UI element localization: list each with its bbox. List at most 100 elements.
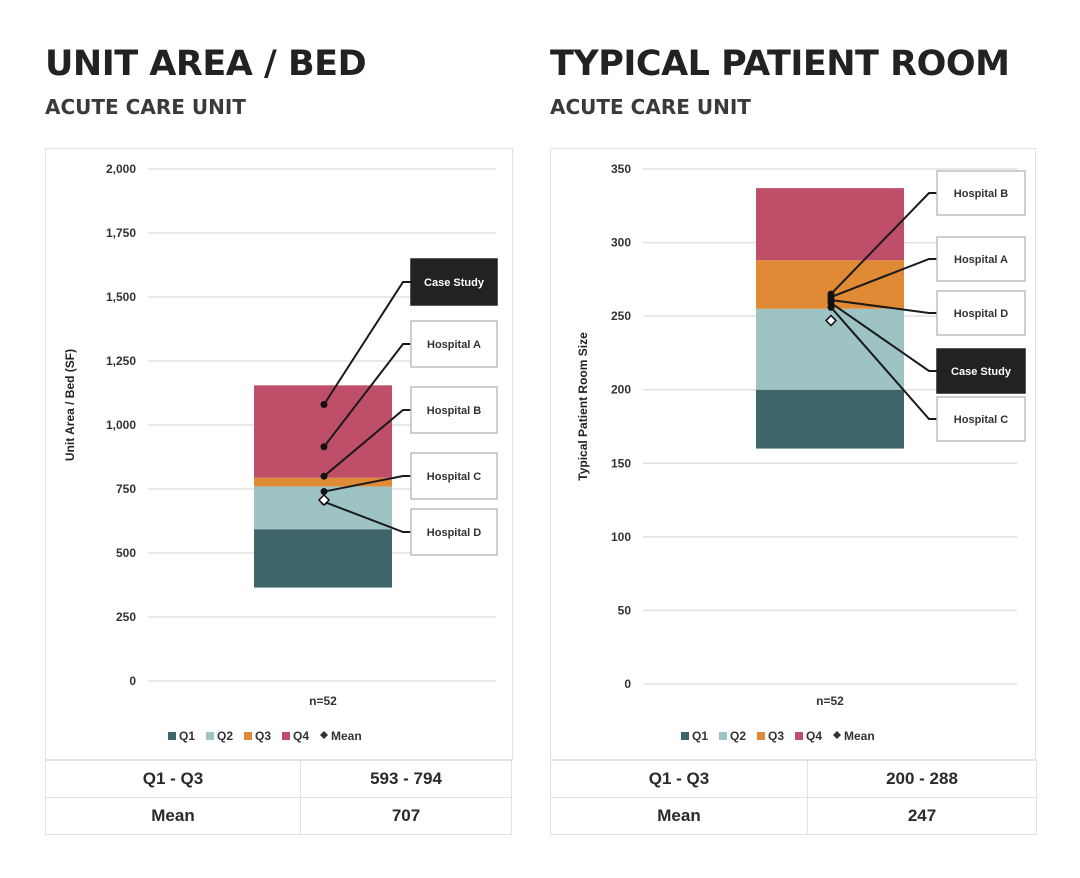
legend-swatch-q4 bbox=[282, 732, 290, 740]
callout-point-hospital-b bbox=[320, 472, 328, 480]
callout-label: Hospital C bbox=[427, 471, 481, 483]
legend-label: Q2 bbox=[217, 729, 233, 743]
callout-label: Case Study bbox=[424, 277, 485, 289]
stats-row-mean: Mean 707 bbox=[45, 797, 512, 835]
chart-subtitle: ACUTE CARE UNIT bbox=[550, 95, 751, 119]
patient-room-chart: 0 50 100 150 200 250 300 350 Typical Patient Roo… bbox=[576, 162, 1026, 743]
q1-segment bbox=[254, 529, 392, 588]
tick-label: 100 bbox=[611, 530, 631, 544]
sample-size-label: n=52 bbox=[816, 694, 844, 708]
callout-box-hospital-b bbox=[936, 170, 1026, 216]
tick-label: 2,000 bbox=[106, 162, 136, 176]
stats-row-q1-q3: Q1 - Q3 200 - 288 bbox=[550, 760, 1037, 798]
stats-label: Mean bbox=[45, 797, 301, 835]
callout-leader bbox=[323, 500, 411, 533]
stats-label: Q1 - Q3 bbox=[45, 760, 301, 798]
y-axis-label: Typical Patient Room Size bbox=[576, 332, 590, 481]
legend-label: Mean bbox=[844, 729, 875, 743]
tick-label: 150 bbox=[611, 456, 631, 470]
legend-label: Q1 bbox=[179, 729, 195, 743]
legend-label: Q1 bbox=[692, 729, 708, 743]
legend-swatch-q3 bbox=[757, 732, 765, 740]
callout-leader bbox=[323, 475, 411, 493]
sample-size-label: n=52 bbox=[309, 694, 337, 708]
tick-label: 1,750 bbox=[106, 226, 136, 240]
tick-label: 250 bbox=[611, 309, 631, 323]
tick-label: 0 bbox=[624, 677, 631, 691]
legend-swatch-q1 bbox=[681, 732, 689, 740]
callout-box-case-study bbox=[410, 258, 498, 306]
tick-label: 1,000 bbox=[106, 418, 136, 432]
legend-swatch-mean bbox=[320, 731, 328, 739]
callout-label: Hospital C bbox=[954, 414, 1008, 426]
stats-row-mean: Mean 247 bbox=[550, 797, 1037, 835]
tick-label: 500 bbox=[116, 546, 136, 560]
q1-segment bbox=[756, 389, 904, 449]
callout-box-hospital-c bbox=[936, 396, 1026, 442]
callout-leader bbox=[830, 302, 937, 372]
q3-segment bbox=[254, 477, 392, 487]
chart-box: 0 250 500 750 1,000 1,250 1,500 1,750 2,000 Unit … bbox=[45, 148, 513, 760]
callout-point-hospital-c bbox=[827, 303, 835, 311]
legend-swatch-q3 bbox=[244, 732, 252, 740]
callout-point-case-study bbox=[320, 401, 328, 409]
callout-label: Case Study bbox=[951, 366, 1012, 378]
legend: Q1 Q2 Q3 Q4 Mean bbox=[681, 729, 875, 743]
tick-label: 0 bbox=[129, 674, 136, 688]
mean-marker bbox=[317, 493, 331, 507]
tick-label: 1,500 bbox=[106, 290, 136, 304]
callout-label: Hospital A bbox=[427, 339, 481, 351]
callout-box-hospital-a bbox=[936, 236, 1026, 282]
callout-box-hospital-d bbox=[410, 508, 498, 556]
stats-row-q1-q3: Q1 - Q3 593 - 794 bbox=[45, 760, 512, 798]
y-axis-label: Unit Area / Bed (SF) bbox=[63, 349, 77, 461]
callout-label: Hospital D bbox=[954, 308, 1008, 320]
callout-leader bbox=[830, 298, 937, 314]
callout-leader bbox=[323, 343, 411, 448]
legend-label: Q2 bbox=[730, 729, 746, 743]
chart-title: UNIT AREA / BED bbox=[45, 44, 367, 84]
tick-label: 200 bbox=[611, 383, 631, 397]
callout-leader bbox=[830, 192, 937, 295]
stats-value: 593 - 794 bbox=[300, 760, 512, 798]
stats-label: Q1 - Q3 bbox=[550, 760, 808, 798]
stats-table: Q1 - Q3 593 - 794 Mean 707 bbox=[45, 760, 512, 835]
q4-segment bbox=[756, 188, 904, 261]
tick-label: 1,250 bbox=[106, 354, 136, 368]
legend-label: Q4 bbox=[806, 729, 822, 743]
callout-label: Hospital B bbox=[954, 188, 1008, 200]
callout-point-hospital-a bbox=[320, 443, 328, 451]
legend-swatch-q1 bbox=[168, 732, 176, 740]
callout-box-hospital-c bbox=[410, 452, 498, 500]
chart-subtitle: ACUTE CARE UNIT bbox=[45, 95, 246, 119]
stats-value: 707 bbox=[300, 797, 512, 835]
callout-box-case-study bbox=[936, 348, 1026, 394]
mean-marker bbox=[824, 314, 838, 327]
callout-leader bbox=[830, 306, 937, 420]
legend: Q1 Q2 Q3 Q4 Mean bbox=[168, 729, 362, 743]
tick-label: 300 bbox=[611, 236, 631, 250]
chart-title: TYPICAL PATIENT ROOM bbox=[550, 44, 1010, 84]
legend-swatch-q4 bbox=[795, 732, 803, 740]
legend-label: Q3 bbox=[768, 729, 784, 743]
callout-leader bbox=[323, 409, 411, 477]
callout-box-hospital-a bbox=[410, 320, 498, 368]
tick-label: 750 bbox=[116, 482, 136, 496]
tick-label: 250 bbox=[116, 610, 136, 624]
stats-label: Mean bbox=[550, 797, 808, 835]
callout-point-hospital-c bbox=[320, 488, 328, 496]
callout-box-hospital-b bbox=[410, 386, 498, 434]
tick-label: 350 bbox=[611, 162, 631, 176]
unit-area-chart: 0 250 500 750 1,000 1,250 1,500 1,750 2,000 Unit … bbox=[63, 162, 498, 743]
legend-swatch-mean bbox=[833, 731, 841, 739]
legend-label: Mean bbox=[331, 729, 362, 743]
chart-box: 0 50 100 150 200 250 300 350 Typical Patient Roo… bbox=[550, 148, 1036, 760]
stats-value: 200 - 288 bbox=[807, 760, 1037, 798]
legend-swatch-q2 bbox=[206, 732, 214, 740]
callout-leader bbox=[323, 281, 411, 406]
legend-label: Q3 bbox=[255, 729, 271, 743]
legend-label: Q4 bbox=[293, 729, 309, 743]
q4-segment bbox=[254, 385, 392, 478]
callout-leader bbox=[830, 258, 937, 298]
legend-swatch-q2 bbox=[719, 732, 727, 740]
